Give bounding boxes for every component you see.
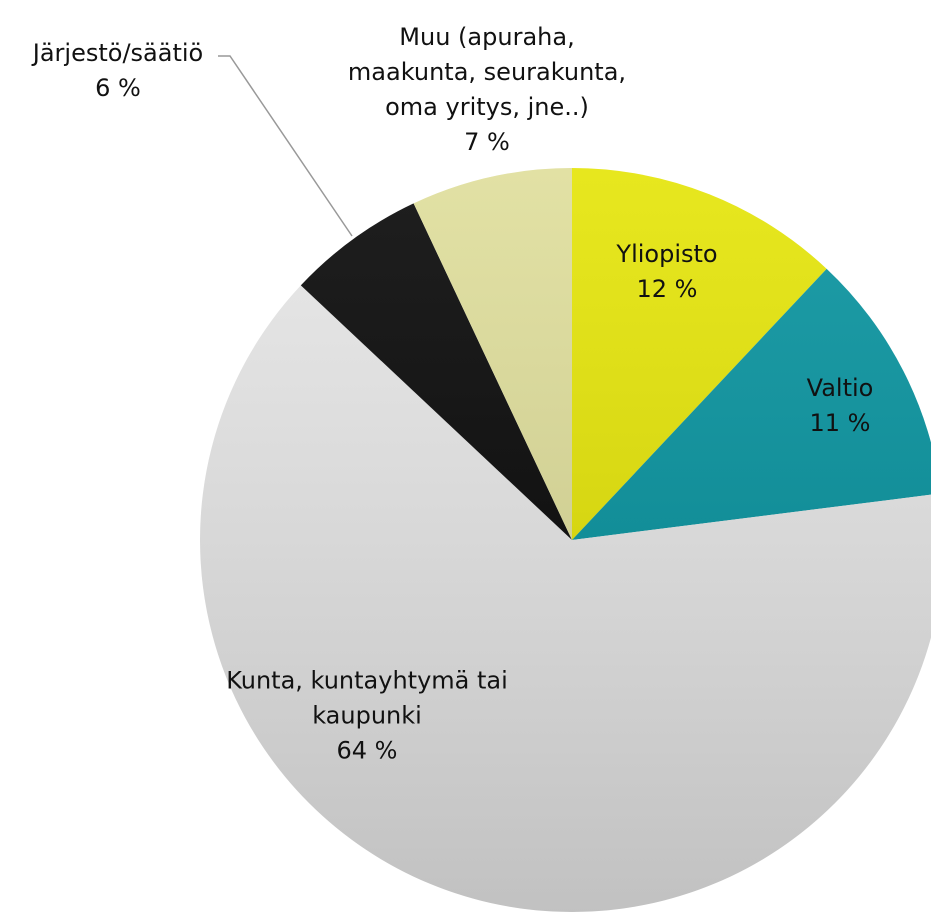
- slices: [200, 168, 931, 912]
- value-label: 11 %: [809, 409, 871, 437]
- category-label: Valtio: [806, 374, 874, 402]
- category-label: Kunta, kuntayhtymä tai kaupunki: [226, 666, 508, 730]
- slice-label: Yliopisto 12 %: [567, 237, 767, 307]
- value-label: 7 %: [464, 128, 510, 156]
- slice-label: Muu (apuraha, maakunta, seurakunta, oma …: [332, 20, 642, 160]
- slice-label: Kunta, kuntayhtymä tai kaupunki 64 %: [182, 664, 552, 769]
- value-label: 64 %: [336, 736, 398, 765]
- category-label: Yliopisto: [616, 240, 718, 268]
- category-label: Muu (apuraha, maakunta, seurakunta, oma …: [347, 23, 627, 121]
- value-label: 12 %: [636, 275, 698, 303]
- category-label: Järjestö/säätiö: [32, 39, 204, 67]
- slice-label: Järjestö/säätiö 6 %: [0, 36, 238, 106]
- slice-label: Valtio 11 %: [760, 371, 920, 441]
- value-label: 6 %: [95, 74, 141, 102]
- leader-line: [218, 55, 353, 237]
